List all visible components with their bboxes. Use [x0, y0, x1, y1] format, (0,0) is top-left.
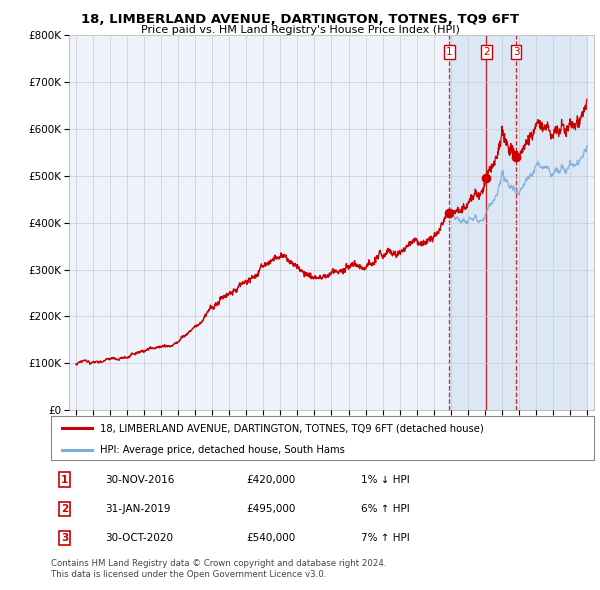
Text: 3: 3 [61, 533, 68, 543]
Text: £540,000: £540,000 [247, 533, 296, 543]
Text: 18, LIMBERLAND AVENUE, DARTINGTON, TOTNES, TQ9 6FT (detached house): 18, LIMBERLAND AVENUE, DARTINGTON, TOTNE… [100, 424, 484, 433]
Text: 1: 1 [61, 474, 68, 484]
Text: Price paid vs. HM Land Registry's House Price Index (HPI): Price paid vs. HM Land Registry's House … [140, 25, 460, 35]
Text: 3: 3 [513, 47, 520, 57]
Text: Contains HM Land Registry data © Crown copyright and database right 2024.
This d: Contains HM Land Registry data © Crown c… [51, 559, 386, 579]
Text: £495,000: £495,000 [247, 504, 296, 514]
Text: 6% ↑ HPI: 6% ↑ HPI [361, 504, 409, 514]
Text: £420,000: £420,000 [247, 474, 296, 484]
Text: 31-JAN-2019: 31-JAN-2019 [106, 504, 171, 514]
Text: HPI: Average price, detached house, South Hams: HPI: Average price, detached house, Sout… [100, 445, 345, 455]
Text: 30-OCT-2020: 30-OCT-2020 [106, 533, 173, 543]
Text: 1% ↓ HPI: 1% ↓ HPI [361, 474, 409, 484]
Text: 2: 2 [483, 47, 490, 57]
Text: 7% ↑ HPI: 7% ↑ HPI [361, 533, 409, 543]
Text: 30-NOV-2016: 30-NOV-2016 [106, 474, 175, 484]
Text: 1: 1 [446, 47, 453, 57]
Text: 2: 2 [61, 504, 68, 514]
Text: 18, LIMBERLAND AVENUE, DARTINGTON, TOTNES, TQ9 6FT: 18, LIMBERLAND AVENUE, DARTINGTON, TOTNE… [81, 13, 519, 26]
